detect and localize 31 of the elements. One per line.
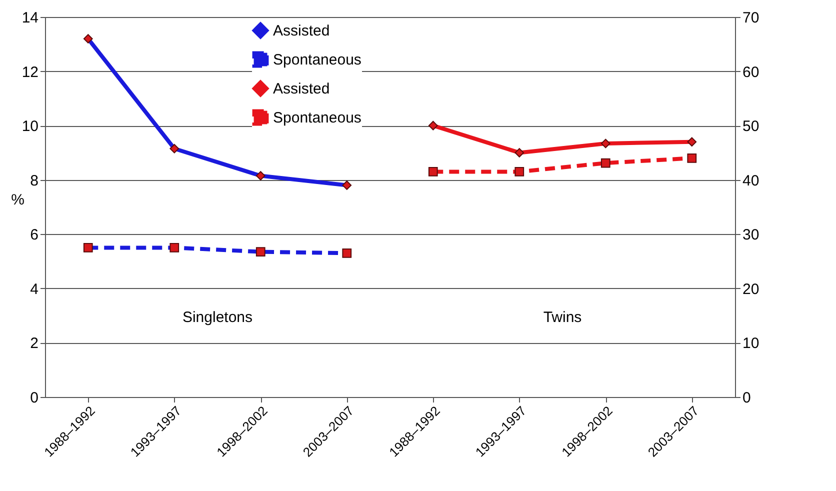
y2-tick-label: 40 bbox=[742, 172, 760, 190]
point bbox=[514, 148, 524, 158]
point bbox=[687, 137, 697, 147]
legend-label: Spontaneous bbox=[273, 52, 362, 68]
point bbox=[600, 138, 610, 148]
point bbox=[428, 120, 438, 130]
point bbox=[600, 158, 610, 168]
y2-tick-label: 70 bbox=[742, 10, 760, 26]
legend-label: Assisted bbox=[273, 80, 330, 98]
y2-tick-label: 20 bbox=[742, 280, 760, 298]
y-tick-label: 0 bbox=[30, 390, 38, 406]
y-tick-label: 2 bbox=[30, 335, 38, 352]
point bbox=[428, 167, 438, 176]
y2-tick-label: 60 bbox=[742, 64, 760, 81]
y2-tick-label: 30 bbox=[742, 226, 760, 244]
y-tick-label: 8 bbox=[30, 172, 38, 190]
y-tick-label: 4 bbox=[30, 280, 38, 298]
annotation: Twins bbox=[543, 309, 582, 326]
y-tick-label: 6 bbox=[30, 226, 38, 244]
y-tick-label: 12 bbox=[22, 64, 38, 81]
legend-label: Assisted bbox=[273, 22, 330, 40]
y-tick-label: 10 bbox=[22, 118, 38, 136]
y2-tick-label: 10 bbox=[742, 335, 760, 352]
legend-label: Spontaneous bbox=[273, 110, 362, 126]
point bbox=[514, 167, 524, 176]
annotation: Singletons bbox=[182, 309, 253, 326]
y2-tick-label: 50 bbox=[742, 118, 760, 136]
y-tick-label: 14 bbox=[22, 10, 38, 26]
y2-tick-label: 0 bbox=[742, 390, 751, 406]
point bbox=[687, 153, 697, 163]
y-axis-title: % bbox=[11, 192, 24, 208]
